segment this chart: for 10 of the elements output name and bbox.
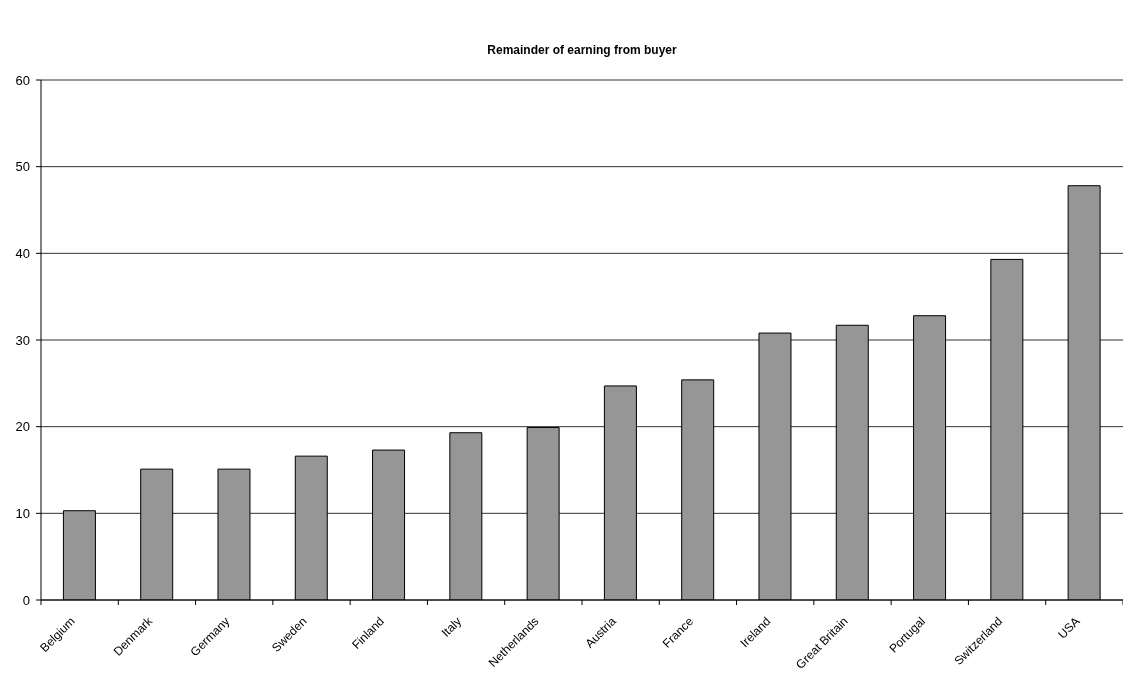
y-tick-label: 30 — [15, 332, 30, 348]
x-tick-label: Italy — [438, 614, 465, 640]
y-tick-label: 0 — [22, 592, 30, 608]
y-tick-label: 20 — [15, 419, 30, 435]
y-tick-label: 50 — [15, 159, 30, 175]
y-tick-label: 40 — [15, 245, 30, 261]
chart-title: Remainder of earning from buyer — [486, 42, 678, 58]
y-tick-label: 10 — [15, 505, 30, 521]
y-tick-label: 60 — [15, 72, 30, 88]
x-tick-label: USA — [1055, 614, 1083, 642]
